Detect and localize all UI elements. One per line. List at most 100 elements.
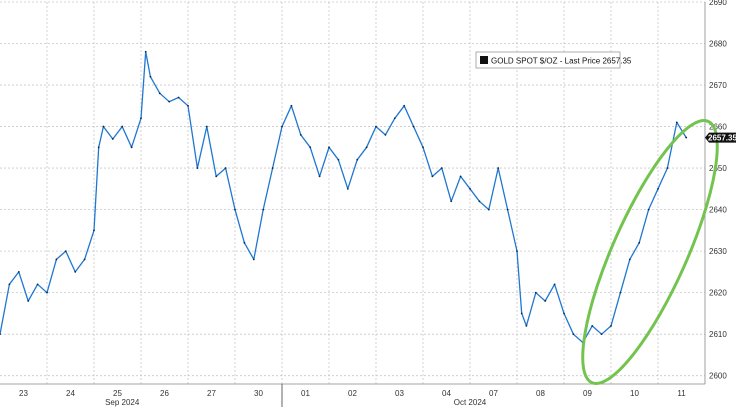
price-point bbox=[375, 125, 377, 128]
y-tick-label: 2630 bbox=[709, 247, 727, 256]
x-tick-label: 04 bbox=[442, 389, 451, 398]
price-point bbox=[55, 258, 58, 261]
price-point bbox=[497, 167, 500, 169]
price-point bbox=[215, 175, 218, 178]
x-tick-label: 10 bbox=[630, 389, 639, 398]
x-tick-label: 23 bbox=[19, 389, 28, 398]
x-tick-label: 30 bbox=[254, 389, 263, 398]
price-point bbox=[638, 241, 641, 244]
price-point bbox=[196, 167, 199, 169]
price-point bbox=[647, 208, 650, 211]
price-point bbox=[440, 167, 443, 169]
price-point bbox=[346, 187, 349, 190]
price-point bbox=[666, 167, 669, 169]
highlight-ellipse bbox=[581, 118, 719, 386]
y-tick-label: 2680 bbox=[709, 40, 727, 49]
x-tick-label: 07 bbox=[489, 389, 498, 398]
price-point bbox=[610, 324, 612, 327]
price-point bbox=[619, 291, 622, 294]
price-point bbox=[544, 300, 547, 302]
price-point bbox=[102, 125, 105, 128]
x-month-label: Sep 2024 bbox=[105, 398, 140, 407]
price-point bbox=[563, 312, 565, 315]
price-point bbox=[252, 258, 255, 261]
price-point bbox=[469, 187, 471, 190]
price-point bbox=[591, 324, 594, 327]
price-point bbox=[403, 104, 406, 107]
price-point bbox=[97, 146, 100, 149]
price-point bbox=[516, 250, 518, 253]
price-point bbox=[158, 92, 161, 95]
price-point bbox=[74, 270, 77, 273]
price-point bbox=[8, 283, 11, 286]
legend: GOLD SPOT $/OZ - Last Price 2657.35 bbox=[475, 51, 632, 69]
legend-box bbox=[475, 51, 621, 69]
x-tick-label: 01 bbox=[301, 389, 310, 398]
price-point bbox=[337, 158, 340, 161]
x-tick-label: 11 bbox=[677, 389, 686, 398]
price-point bbox=[328, 146, 330, 149]
price-point bbox=[271, 167, 274, 169]
x-tick-label: 08 bbox=[536, 389, 545, 398]
price-point bbox=[290, 104, 293, 107]
price-point bbox=[675, 121, 678, 124]
price-point bbox=[93, 229, 95, 232]
x-tick-label: 09 bbox=[583, 389, 592, 398]
price-point bbox=[657, 187, 659, 190]
x-tick-label: 25 bbox=[113, 389, 122, 398]
price-point bbox=[234, 208, 236, 211]
price-point bbox=[224, 167, 227, 169]
price-point bbox=[0, 333, 1, 336]
price-point bbox=[83, 258, 86, 261]
y-tick-label: 2660 bbox=[709, 123, 727, 132]
grid bbox=[0, 1, 705, 384]
y-tick-label: 2640 bbox=[709, 206, 727, 215]
price-point bbox=[111, 138, 114, 140]
price-point bbox=[356, 158, 359, 161]
price-point bbox=[205, 125, 208, 128]
price-point bbox=[534, 291, 537, 294]
x-tick-label: 26 bbox=[160, 389, 169, 398]
price-point bbox=[121, 125, 124, 128]
price-point bbox=[130, 146, 133, 149]
last-price-marker: 2657.35 bbox=[705, 132, 736, 143]
price-point bbox=[525, 324, 528, 327]
y-tick-label: 2670 bbox=[709, 81, 727, 90]
y-tick-label: 2620 bbox=[709, 289, 727, 298]
price-point bbox=[187, 104, 189, 107]
x-tick-label: 03 bbox=[395, 389, 404, 398]
y-tick-label: 2690 bbox=[709, 0, 727, 7]
price-point bbox=[144, 50, 147, 53]
y-tick-label: 2610 bbox=[709, 330, 727, 339]
price-point bbox=[309, 146, 312, 149]
legend-label: GOLD SPOT $/OZ - Last Price 2657.35 bbox=[491, 57, 632, 66]
price-point bbox=[520, 312, 523, 315]
price-point bbox=[17, 270, 20, 273]
price-point bbox=[478, 200, 481, 203]
price-point bbox=[600, 333, 603, 336]
price-point bbox=[506, 208, 509, 211]
price-point bbox=[685, 136, 688, 139]
price-point bbox=[140, 117, 142, 120]
price-point bbox=[459, 175, 462, 178]
price-point bbox=[177, 96, 180, 99]
y-tick-label: 2600 bbox=[709, 372, 727, 381]
price-point bbox=[487, 208, 490, 211]
price-point bbox=[412, 125, 415, 128]
price-point bbox=[281, 125, 283, 128]
price-point bbox=[262, 208, 265, 211]
price-point bbox=[36, 283, 39, 286]
x-month-label: Oct 2024 bbox=[454, 398, 487, 407]
price-point bbox=[168, 100, 171, 103]
price-point bbox=[572, 333, 575, 336]
price-point bbox=[384, 133, 387, 136]
x-tick-label: 24 bbox=[66, 389, 75, 398]
price-point bbox=[318, 175, 321, 178]
price-point bbox=[422, 146, 424, 149]
legend-swatch bbox=[480, 56, 488, 64]
price-point bbox=[553, 283, 556, 286]
price-point bbox=[299, 133, 302, 136]
last-price-tag bbox=[705, 132, 736, 143]
